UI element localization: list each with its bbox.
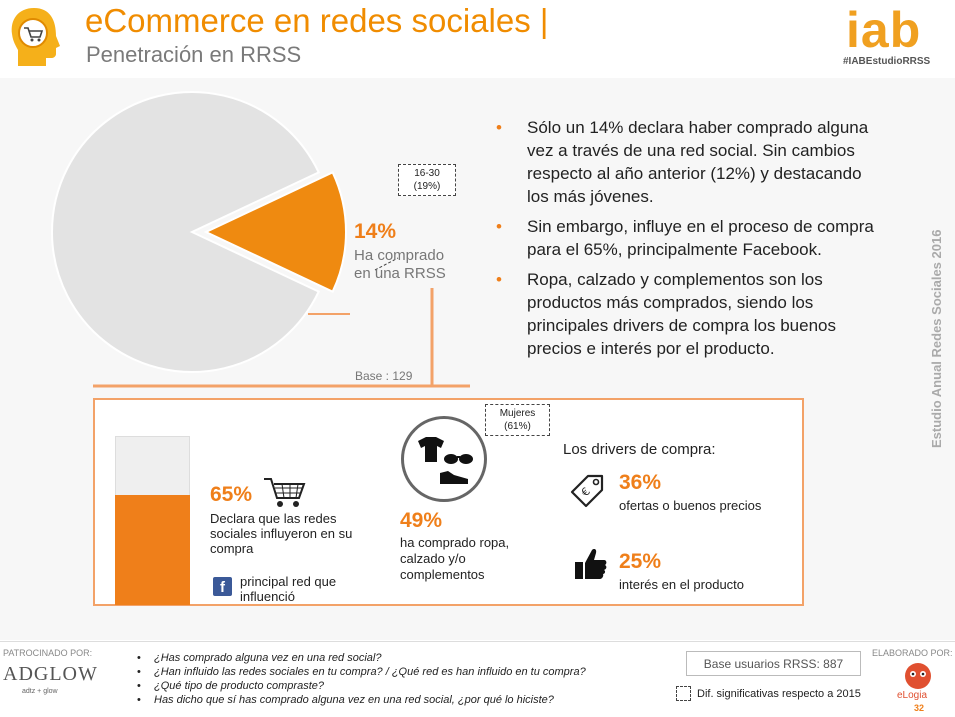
clothing-icon	[401, 416, 487, 502]
pie-base: Base : 129	[355, 369, 413, 383]
facebook-icon: f	[213, 577, 232, 596]
question-item: ¿Han influido las redes sociales en tu c…	[137, 665, 586, 679]
women-note: Mujeres (61%)	[485, 404, 550, 436]
influence-value: 65%	[210, 483, 253, 506]
header	[0, 0, 955, 78]
footer-divider	[0, 641, 955, 642]
made-by-name: eLogia	[897, 690, 928, 701]
sponsored-label: PATROCINADO POR:	[3, 648, 93, 658]
influence-bar-fill	[115, 495, 190, 605]
dif-legend-box	[676, 686, 691, 701]
bullet-item: Sin embargo, influye en el proceso de co…	[496, 215, 886, 261]
pie-slice	[51, 91, 321, 373]
driver-label: interés en el producto	[619, 577, 745, 592]
question-item: Has dicho que sí has comprado alguna vez…	[137, 693, 586, 707]
sponsor-sub: adtz + glow	[22, 688, 58, 695]
note-connector	[374, 257, 399, 271]
pie-chart	[51, 91, 470, 388]
influence-text: Declara que las redes sociales influyero…	[210, 511, 353, 556]
made-by-label: ELABORADO POR:	[872, 648, 953, 658]
iab-logo: iab	[846, 2, 922, 58]
bullet-item: Ropa, calzado y complementos son los pro…	[496, 268, 886, 360]
driver-value: 25%	[619, 550, 662, 573]
question-item: ¿Qué tipo de producto compraste?	[137, 679, 586, 693]
pie-slice	[203, 171, 347, 293]
driver-label: ofertas o buenos precios	[619, 498, 762, 513]
pie-callout-value: 14%	[354, 220, 397, 243]
hashtag: #IABEstudioRRSS	[843, 56, 931, 67]
age-note: 16-30 (19%)	[398, 164, 456, 196]
sponsor-logo: ADGLOW	[3, 663, 98, 685]
age-note-text: 16-30 (19%)	[413, 168, 441, 192]
thumbs-up-icon	[573, 546, 609, 587]
side-study-title: Estudio Anual Redes Sociales 2016	[929, 229, 944, 448]
shopping-cart-icon	[262, 476, 308, 515]
women-note-text: Mujeres (61%)	[499, 408, 536, 432]
base-users: Base usuarios RRSS: 887	[686, 651, 861, 676]
drivers-title: Los drivers de compra:	[563, 441, 716, 458]
page-number: 32	[914, 703, 925, 713]
driver-value: 36%	[619, 471, 662, 494]
elogia-logo-icon	[898, 660, 938, 695]
pie-callout-label: Ha comprado en una RRSS	[354, 247, 446, 282]
question-item: ¿Has comprado alguna vez en una red soci…	[137, 651, 586, 665]
clothing-text: ha comprado ropa, calzado y/o complement…	[400, 535, 510, 582]
influence-network-text: principal red que influenció	[240, 574, 337, 604]
question-list: ¿Has comprado alguna vez en una red soci…	[137, 651, 586, 707]
head-cart-logo-icon	[6, 6, 62, 66]
bullet-item: Sólo un 14% declara haber comprado algun…	[496, 116, 886, 208]
page-title: eCommerce en redes sociales |	[85, 2, 549, 39]
svg-text:€: €	[579, 485, 593, 499]
price-tag-icon: €	[568, 470, 608, 515]
bullet-list: Sólo un 14% declara haber comprado algun…	[496, 116, 886, 367]
dif-legend-text: Dif. significativas respecto a 2015	[697, 688, 861, 700]
page-subtitle: Penetración en RRSS	[86, 42, 302, 67]
clothing-value: 49%	[400, 509, 443, 532]
